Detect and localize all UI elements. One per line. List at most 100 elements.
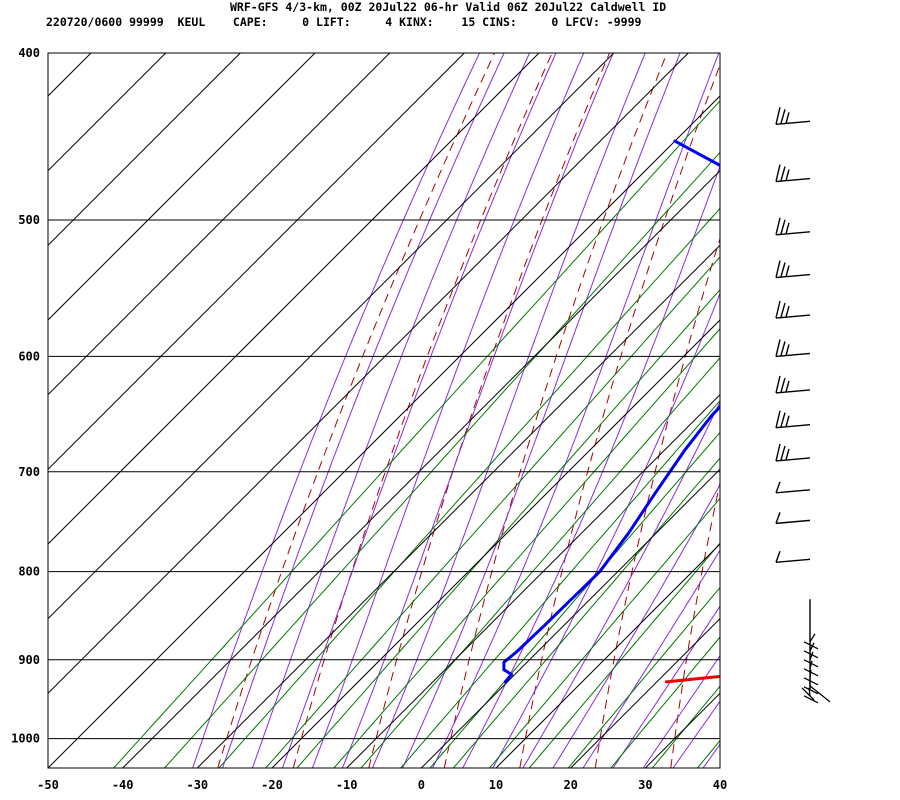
x-tick-label: -30	[186, 778, 208, 792]
moist-adiabat-line	[221, 53, 505, 768]
plot-frame	[47, 52, 721, 769]
wind-barb	[775, 443, 811, 462]
wind-barb	[775, 551, 811, 563]
y-tick-label: 700	[18, 465, 40, 479]
moist-adiabat-line	[432, 53, 720, 768]
x-tick-label: -40	[112, 778, 134, 792]
x-tick-label: -10	[336, 778, 358, 792]
moist-adiabat-line	[401, 53, 681, 768]
moist-adiabat-line	[552, 483, 720, 768]
mixing-ratio-line	[296, 288, 720, 768]
x-tick-label: 0	[418, 778, 425, 792]
x-tick-label: -50	[37, 778, 59, 792]
isotherm-line	[48, 53, 465, 471]
isotherm-line	[644, 692, 720, 768]
isotherm-line	[48, 53, 615, 620]
plot-border	[47, 52, 721, 769]
wind-barbs	[775, 107, 831, 704]
dry-adiabat-line	[594, 236, 720, 768]
thermo-background-lines	[113, 53, 900, 768]
moist-adiabat-line	[281, 53, 557, 768]
isotherm-line	[420, 468, 720, 768]
dewpoint-profile-line	[502, 139, 720, 684]
moist-adiabat-line	[251, 53, 530, 768]
y-tick-label: 400	[18, 46, 40, 60]
isotherm-line	[196, 244, 720, 768]
wind-barb	[775, 410, 811, 429]
isotherm-line	[346, 393, 720, 768]
mixing-ratio-line	[567, 586, 720, 768]
y-tick-label: 500	[18, 213, 40, 227]
pressure-axis: 400 500 600 700 800 900 1000	[11, 46, 40, 746]
mixing-ratio-line	[610, 636, 720, 768]
moist-adiabat-line	[642, 654, 720, 768]
mixing-ratio-line	[452, 457, 720, 768]
temperature-axis: -50 -40 -30 -20 -10 0 10 20 30 40	[37, 778, 727, 792]
y-tick-label: 1000	[11, 732, 40, 746]
wind-barb	[775, 107, 811, 126]
grid-lines	[0, 53, 720, 768]
moist-adiabat-line	[192, 53, 480, 768]
mixing-ratio-line	[164, 151, 720, 768]
wind-barb	[775, 164, 811, 183]
y-tick-label: 900	[18, 653, 40, 667]
moist-adiabat-line	[492, 292, 720, 768]
temperature-profile-line	[664, 674, 720, 684]
isotherm-line	[48, 53, 241, 247]
moist-adiabat-line	[341, 53, 614, 768]
x-tick-label: 30	[638, 778, 652, 792]
sounding-profiles	[502, 139, 720, 684]
wind-barb	[775, 217, 811, 236]
isotherm-line	[48, 53, 391, 396]
isotherm-line	[0, 53, 16, 768]
wind-barb	[775, 339, 811, 358]
moist-adiabat-line	[371, 53, 646, 768]
mixing-ratio-line	[429, 431, 720, 768]
dry-adiabat-line	[292, 53, 553, 768]
isotherm-line	[48, 95, 720, 768]
dry-adiabat-line	[443, 53, 668, 768]
x-tick-label: 40	[713, 778, 727, 792]
wind-barb	[775, 512, 811, 525]
isotherm-line	[48, 53, 689, 695]
mixing-ratio-line	[697, 739, 720, 768]
y-tick-label: 800	[18, 565, 40, 579]
dry-adiabat-line	[217, 53, 495, 768]
isotherm-line	[48, 53, 316, 321]
isotherm-line	[570, 617, 720, 768]
moist-adiabat-line	[462, 164, 720, 768]
mixing-ratio-line	[218, 207, 720, 768]
mixing-ratio-line	[528, 542, 720, 768]
x-tick-label: -20	[261, 778, 283, 792]
wind-barb	[775, 300, 811, 319]
mixing-ratio-line	[651, 685, 720, 768]
mixing-ratio-line	[333, 327, 720, 768]
sounding-title: WRF-GFS 4/3-km, 00Z 20Jul22 06-hr Valid …	[230, 0, 667, 14]
surface-wind-barbs	[801, 599, 831, 704]
wind-barb	[775, 481, 811, 494]
isotherm-line	[271, 319, 720, 768]
moist-adiabat-line	[522, 400, 720, 768]
isotherm-line	[495, 543, 720, 768]
y-tick-label: 600	[18, 349, 40, 363]
wind-barb	[775, 260, 811, 279]
isotherm-line	[122, 169, 720, 768]
dry-adiabat-line	[368, 53, 610, 768]
dry-adiabat-line	[746, 53, 897, 768]
moist-adiabat-line	[612, 605, 720, 768]
mixing-ratio-line	[113, 100, 720, 768]
moist-adiabat-line	[702, 743, 720, 768]
dry-adiabat-line	[822, 53, 900, 768]
mixing-ratio-line	[489, 497, 720, 768]
isotherm-line	[48, 53, 540, 545]
x-tick-label: 10	[489, 778, 503, 792]
dry-adiabat-line	[670, 480, 720, 768]
mixing-ratio-line	[265, 256, 720, 768]
wind-barb	[775, 375, 811, 394]
mixing-ratio-line	[400, 399, 720, 768]
x-tick-label: 20	[563, 778, 577, 792]
sounding-indices: 220720/0600 99999 KEUL CAPE: 0 LIFT: 4 K…	[46, 15, 642, 29]
mixing-ratio-line	[360, 357, 720, 768]
isotherm-line	[48, 53, 92, 97]
